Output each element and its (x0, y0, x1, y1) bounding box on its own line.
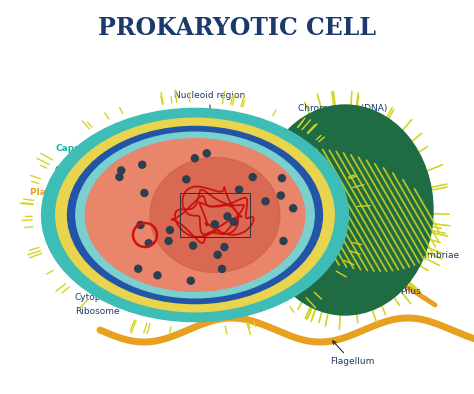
Ellipse shape (150, 158, 280, 272)
Ellipse shape (257, 105, 433, 315)
Circle shape (214, 251, 221, 258)
Ellipse shape (56, 118, 334, 312)
Circle shape (280, 238, 287, 245)
Text: Flagellum: Flagellum (330, 341, 374, 366)
Circle shape (187, 277, 194, 284)
Circle shape (236, 186, 243, 193)
Text: Pilus: Pilus (393, 282, 421, 297)
Circle shape (183, 176, 190, 183)
Text: Nucleoid region: Nucleoid region (174, 91, 246, 189)
Text: Fimbriae: Fimbriae (414, 244, 459, 260)
Text: Chromosome (DNA): Chromosome (DNA) (248, 104, 387, 197)
Circle shape (191, 155, 198, 162)
Circle shape (139, 161, 146, 168)
Ellipse shape (68, 126, 322, 303)
Circle shape (277, 192, 284, 199)
Circle shape (203, 150, 210, 157)
Circle shape (166, 227, 173, 234)
Circle shape (262, 198, 269, 205)
Circle shape (224, 213, 231, 220)
Circle shape (230, 218, 237, 225)
Circle shape (221, 243, 228, 251)
Circle shape (116, 173, 123, 180)
Circle shape (249, 174, 256, 180)
Text: PROKARYOTIC CELL: PROKARYOTIC CELL (98, 16, 376, 40)
Circle shape (290, 205, 297, 212)
Ellipse shape (42, 108, 348, 322)
Text: Capsule: Capsule (55, 139, 95, 152)
Text: Cytoplasm: Cytoplasm (75, 259, 162, 303)
Ellipse shape (76, 132, 314, 298)
Text: Ribosome: Ribosome (75, 272, 172, 316)
Circle shape (135, 265, 142, 272)
Circle shape (141, 190, 148, 197)
Circle shape (190, 242, 197, 249)
Ellipse shape (85, 139, 305, 291)
Text: Plasmid: Plasmid (75, 245, 142, 286)
Text: Cell Wall: Cell Wall (55, 164, 103, 175)
Circle shape (118, 167, 125, 174)
Circle shape (137, 221, 144, 229)
Circle shape (219, 266, 226, 272)
Text: Plasma Membrane: Plasma Membrane (30, 188, 124, 208)
Circle shape (278, 175, 285, 182)
Circle shape (211, 221, 219, 228)
Circle shape (154, 272, 161, 279)
Circle shape (145, 240, 152, 247)
Circle shape (165, 238, 172, 244)
